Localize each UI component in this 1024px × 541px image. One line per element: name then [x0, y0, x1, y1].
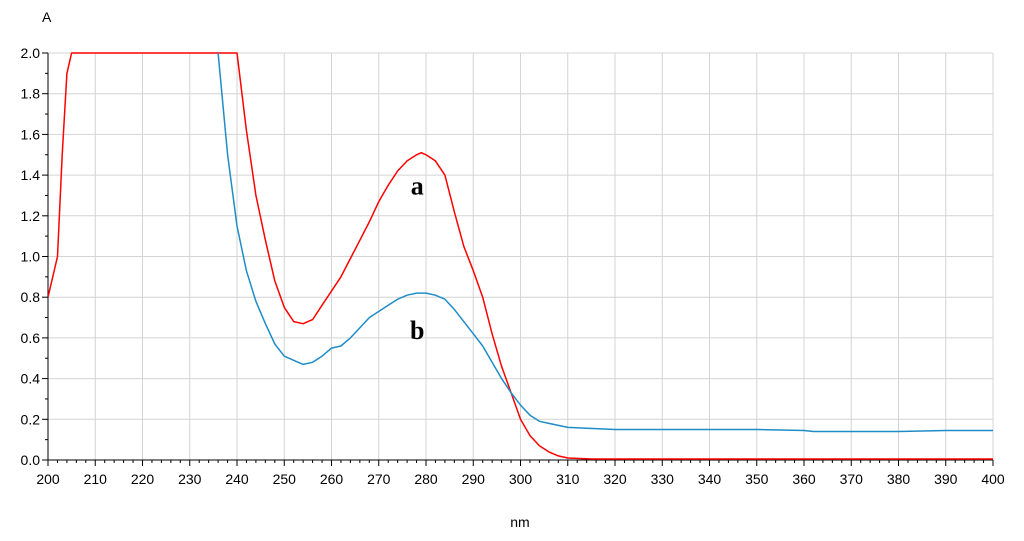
x-tick-label: 210: [84, 471, 108, 487]
series-line-b: [217, 52, 993, 433]
x-tick-label: 300: [509, 471, 533, 487]
labels: ab: [410, 171, 424, 344]
y-tick-label: 0.0: [21, 452, 41, 468]
y-tick-label: 0.8: [21, 289, 41, 305]
x-tick-label: 230: [178, 471, 202, 487]
y-tick-label: 2.0: [21, 45, 41, 61]
x-tick-label: 320: [603, 471, 627, 487]
x-tick-label: 240: [225, 471, 249, 487]
x-tick-label: 350: [745, 471, 769, 487]
x-tick-label: 360: [792, 471, 816, 487]
x-tick-label: 250: [273, 471, 297, 487]
y-tick-label: 1.6: [21, 126, 41, 142]
x-axis-title: nm: [510, 514, 529, 530]
axes: 200 210 220 230 240 250 260 270 280 290 300 310 320 3…: [21, 45, 1005, 487]
x-tick-label: 220: [131, 471, 155, 487]
x-tick-label: 270: [367, 471, 391, 487]
x-tick-label: 370: [840, 471, 864, 487]
y-tick-label: 0.2: [21, 411, 41, 427]
curve-label-a: a: [411, 171, 424, 200]
series-line-a: [48, 52, 993, 460]
x-tick-label: 290: [462, 471, 486, 487]
y-tick-label: 1.0: [21, 249, 41, 265]
x-tick-label: 400: [981, 471, 1005, 487]
x-tick-label: 280: [414, 471, 438, 487]
x-tick-label: 340: [698, 471, 722, 487]
y-tick-label: 0.6: [21, 330, 41, 346]
y-tick-label: 1.4: [21, 167, 41, 183]
y-tick-label: 0.4: [21, 371, 41, 387]
y-tick-label: 1.8: [21, 86, 41, 102]
curve-label-b: b: [410, 316, 424, 345]
y-axis-title: A: [42, 9, 52, 25]
x-tick-label: 310: [556, 471, 580, 487]
x-tick-label: 260: [320, 471, 344, 487]
series: [48, 52, 993, 460]
y-tick-label: 1.2: [21, 208, 41, 224]
grid: [47, 52, 994, 461]
x-tick-label: 390: [934, 471, 958, 487]
x-tick-label: 200: [36, 471, 60, 487]
x-tick-label: 380: [887, 471, 911, 487]
x-tick-label: 330: [651, 471, 675, 487]
